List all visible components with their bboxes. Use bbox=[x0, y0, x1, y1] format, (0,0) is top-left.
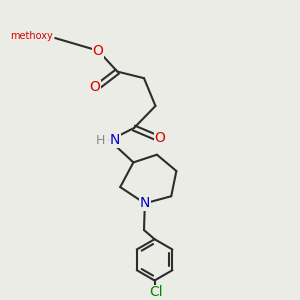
Text: methoxy: methoxy bbox=[10, 31, 53, 41]
Text: O: O bbox=[89, 80, 100, 94]
Text: O: O bbox=[93, 44, 104, 58]
Text: O: O bbox=[154, 131, 166, 145]
Text: N: N bbox=[140, 196, 150, 210]
Text: N: N bbox=[110, 134, 120, 147]
Text: H: H bbox=[96, 134, 105, 147]
Text: Cl: Cl bbox=[149, 286, 163, 299]
